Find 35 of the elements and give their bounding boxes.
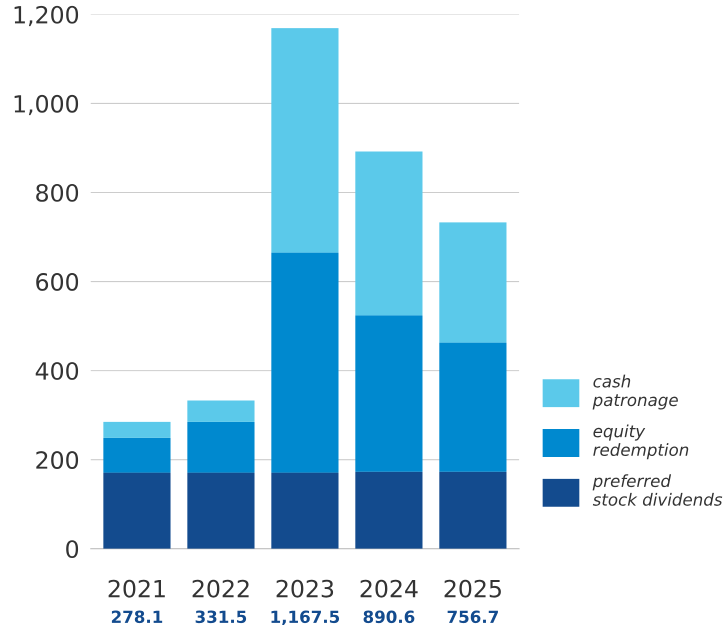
bar <box>355 472 423 549</box>
text: 890.6 <box>364 610 414 624</box>
bar <box>187 472 255 549</box>
x-tick-label: 2025 <box>444 580 501 598</box>
bar <box>271 28 339 253</box>
bar <box>439 472 506 549</box>
y-tick-label: 800 <box>36 184 78 202</box>
y-tick-label: 1,000 <box>14 94 78 116</box>
bar <box>271 472 339 549</box>
bar <box>271 252 339 473</box>
legend-label: equity redemption <box>593 424 688 460</box>
bar <box>103 438 171 473</box>
bar <box>355 152 423 316</box>
text: 331.5 <box>196 610 246 624</box>
bar <box>187 400 255 422</box>
legend-label: cash patronage <box>592 374 678 410</box>
bar <box>439 342 506 472</box>
x-tick-label: 2024 <box>360 580 418 598</box>
x-tick-label: 2021 <box>108 580 165 598</box>
x-tick-label: 2022 <box>192 580 249 598</box>
text: 1,167.5 <box>271 610 340 625</box>
y-tick-label: 400 <box>36 362 78 380</box>
text: 756.7 <box>448 610 498 624</box>
legend-label: preferred stock dividends <box>592 474 722 506</box>
x-tick-label: 2023 <box>276 580 334 598</box>
bar <box>439 222 506 343</box>
bar <box>187 422 255 473</box>
y-tick-label: 200 <box>36 451 78 469</box>
y-tick-label: 600 <box>36 273 78 291</box>
bar <box>103 472 171 549</box>
text: 278.1 <box>112 610 162 624</box>
y-tick-label: 1,200 <box>14 6 78 26</box>
bar <box>355 315 423 472</box>
bar <box>103 422 171 438</box>
y-tick-label: 0 <box>66 540 78 558</box>
